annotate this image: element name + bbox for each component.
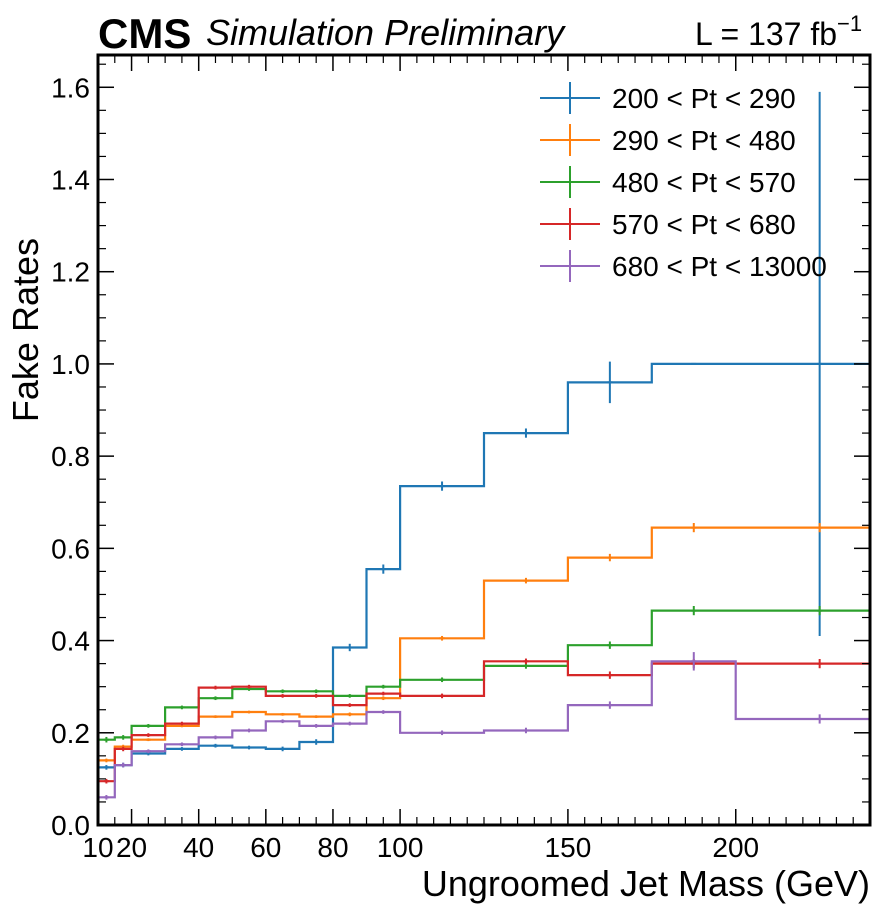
- legend-label-4: 680 < Pt < 13000: [612, 251, 827, 282]
- series-line-1: [98, 526, 870, 762]
- legend-label-1: 290 < Pt < 480: [612, 125, 796, 156]
- y-tick-label: 0.6: [51, 533, 90, 564]
- legend-label-3: 570 < Pt < 680: [612, 209, 796, 240]
- y-tick-label: 1.6: [51, 72, 90, 103]
- y-tick-label: 0.4: [51, 626, 90, 657]
- x-tick-label: 60: [250, 832, 281, 863]
- y-tick-label: 1.0: [51, 349, 90, 380]
- y-tick-label: 0.2: [51, 718, 90, 749]
- y-tick-label: 1.2: [51, 257, 90, 288]
- legend-label-0: 200 < Pt < 290: [612, 83, 796, 114]
- x-tick-label: 20: [116, 832, 147, 863]
- plot-frame: [96, 53, 872, 827]
- y-axis-title: Fake Rates: [5, 238, 46, 422]
- legend: 200 < Pt < 290 290 < Pt < 480 480 < Pt < 5…: [540, 82, 827, 282]
- x-tick-label: 40: [183, 832, 214, 863]
- x-tick-label: 200: [712, 832, 759, 863]
- x-tick-label: 100: [377, 832, 424, 863]
- y-tick-label: 1.4: [51, 164, 90, 195]
- x-axis-title: Ungroomed Jet Mass (GeV): [422, 863, 870, 904]
- x-tick-label: 80: [317, 832, 348, 863]
- x-tick-label: 10: [82, 832, 113, 863]
- luminosity-label: L = 137 fb−1: [695, 11, 862, 52]
- luminosity-value: L = 137 fb: [695, 16, 837, 52]
- legend-label-2: 480 < Pt < 570: [612, 167, 796, 198]
- simulation-preliminary-label: Simulation Preliminary: [206, 12, 566, 53]
- series-line-3: [98, 660, 870, 783]
- series-steps: [98, 362, 870, 799]
- x-tick-label: 150: [545, 832, 592, 863]
- y-tick-label: 0.0: [51, 810, 90, 841]
- series-error-bars: [103, 91, 823, 800]
- luminosity-exponent: −1: [837, 11, 862, 36]
- y-tick-label: 0.8: [51, 441, 90, 472]
- cms-label: CMS: [98, 10, 191, 57]
- series-line-0: [98, 362, 870, 769]
